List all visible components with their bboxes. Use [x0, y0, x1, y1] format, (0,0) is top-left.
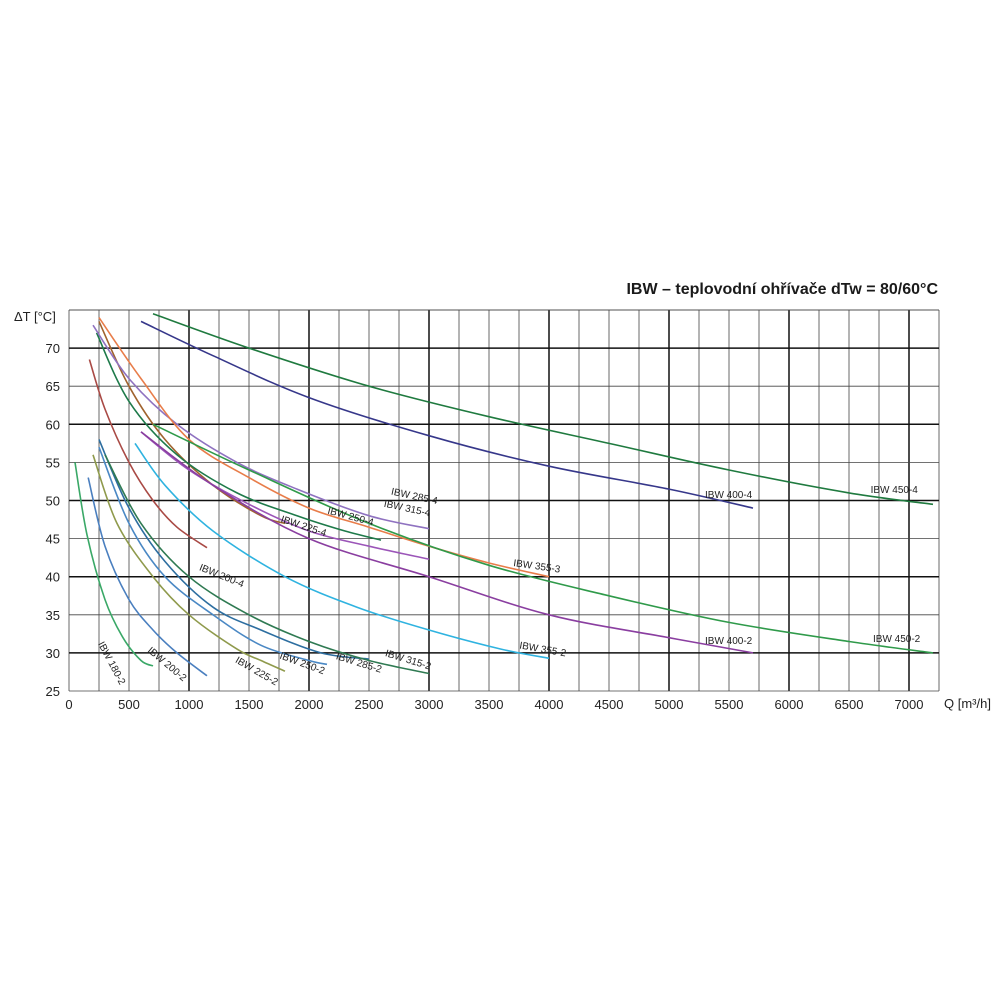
- series-label: IBW 180-2: [95, 640, 127, 687]
- series-line-ibw-285-2: [98, 439, 370, 660]
- x-tick-label: 1000: [175, 697, 204, 712]
- y-tick-label: 45: [46, 532, 60, 547]
- y-tick-label: 55: [46, 455, 60, 470]
- x-tick-label: 4000: [535, 697, 564, 712]
- x-tick-label: 5000: [655, 697, 684, 712]
- tick-labels: 0 500 1000 1500 2000 2500 3000 3500 4000 4500 5000…: [46, 341, 924, 712]
- y-tick-label: 40: [46, 570, 60, 585]
- series-line-ibw-225-2: [92, 454, 286, 672]
- series-label: IBW 225-2: [233, 655, 280, 688]
- series-line-ibw-315-2: [104, 454, 430, 675]
- grid-lines: [68, 309, 940, 692]
- series-label: IBW 400-4: [705, 490, 753, 501]
- x-tick-label: 3000: [415, 697, 444, 712]
- y-tick-label: 35: [46, 608, 60, 623]
- x-tick-label: 4500: [595, 697, 624, 712]
- x-tick-label: 6500: [835, 697, 864, 712]
- y-tick-label: 50: [46, 494, 60, 509]
- x-tick-label: 0: [65, 697, 72, 712]
- series-line-ibw-250-4: [95, 332, 382, 541]
- series-label: IBW 355-3: [513, 558, 562, 576]
- series-line-ibw-355-2: [134, 442, 550, 659]
- series-line-ibw-450-2: [152, 423, 934, 654]
- x-tick-label: 6000: [775, 697, 804, 712]
- y-tick-label: 70: [46, 341, 60, 356]
- x-tick-label: 2500: [355, 697, 384, 712]
- series-label: IBW 400-2: [705, 636, 753, 647]
- y-tick-label: 65: [46, 379, 60, 394]
- series-label: IBW 250-2: [278, 651, 327, 678]
- x-tick-label: 5500: [715, 697, 744, 712]
- series-label: IBW 450-4: [871, 485, 919, 496]
- series-line-ibw-200-4: [88, 359, 208, 549]
- series-line-ibw-250-2: [98, 446, 328, 666]
- x-tick-label: 2000: [295, 697, 324, 712]
- series-label: IBW 285-2: [335, 651, 384, 675]
- series-line-ibw-450-4: [152, 313, 934, 506]
- x-axis-label: Q [m³/h]: [944, 696, 991, 711]
- y-tick-label: 60: [46, 417, 60, 432]
- chart-title: IBW – teplovodní ohřívače dTw = 80/60°C: [626, 281, 938, 298]
- series-line-ibw-400-2: [140, 431, 754, 654]
- y-tick-label: 25: [46, 684, 60, 699]
- series-lines: [74, 313, 934, 677]
- series-line-ibw-285-4: [92, 324, 430, 530]
- y-tick-label: 30: [46, 646, 60, 661]
- x-tick-label: 500: [118, 697, 140, 712]
- series-line-ibw-315-4: [140, 431, 430, 560]
- y-axis-label: ΔT [°C]: [14, 309, 56, 324]
- series-line-ibw-200-2: [87, 477, 208, 677]
- x-tick-label: 3500: [475, 697, 504, 712]
- x-tick-label: 7000: [895, 697, 924, 712]
- series-line-ibw-355-3: [98, 317, 550, 578]
- series-line-ibw-225-4: [98, 321, 286, 525]
- series-label: IBW 450-2: [873, 634, 921, 645]
- x-tick-label: 1500: [235, 697, 264, 712]
- series-line-ibw-180-2: [74, 462, 154, 667]
- series-line-ibw-400-4: [140, 320, 754, 509]
